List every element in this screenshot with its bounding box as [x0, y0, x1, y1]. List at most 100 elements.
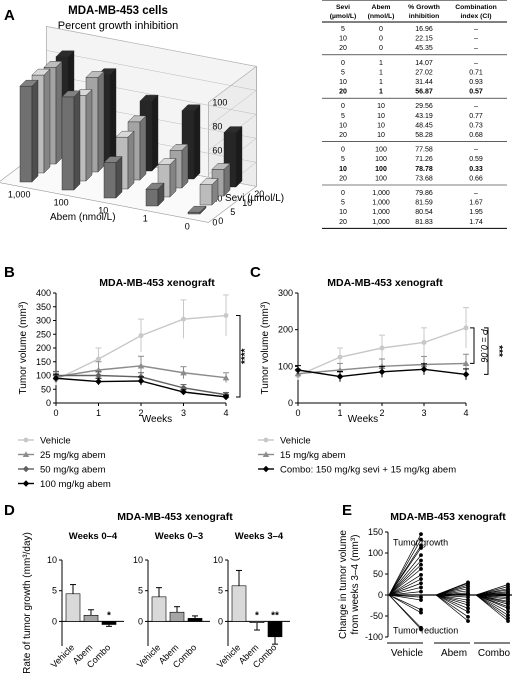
bar-side	[31, 79, 39, 183]
legend-label: Vehicle	[40, 436, 71, 447]
panel-c-title: MDA-MB-453 xenograft	[327, 277, 443, 289]
table-cell: –	[474, 103, 478, 110]
y-tick-label: 10	[133, 555, 143, 565]
y-tick-label: 100	[278, 361, 293, 371]
panel-d-title: MDA-MB-453 xenograft	[117, 511, 233, 523]
change-line	[388, 560, 422, 596]
bar-3d	[145, 182, 165, 207]
table-cell: –	[474, 26, 478, 33]
table-cell: 29.56	[415, 103, 433, 110]
bar-side	[169, 158, 177, 198]
change-line	[388, 591, 422, 596]
category-label: Abem	[441, 648, 467, 659]
abem-tick-label: 0	[185, 222, 190, 232]
change-line	[435, 594, 469, 622]
data-point	[419, 581, 423, 586]
bar-side	[151, 94, 159, 172]
table-cell: 10	[377, 103, 385, 110]
table-header: Sevi	[336, 4, 350, 11]
data-point	[419, 589, 423, 594]
series	[294, 363, 470, 382]
series	[53, 294, 229, 386]
point-marker	[180, 388, 187, 396]
bar-front	[187, 211, 201, 215]
sevi-tick-label: 0	[218, 216, 223, 226]
point-marker	[378, 368, 386, 376]
y-tick-label: 0	[218, 616, 223, 626]
point-marker	[52, 374, 60, 382]
data-point	[419, 553, 423, 557]
point-marker	[262, 451, 270, 458]
z-tick-label: 60	[212, 145, 222, 155]
y-tick-label: 5	[218, 586, 223, 596]
table-cell: 1,000	[372, 200, 390, 207]
table-cell: 10	[339, 122, 347, 129]
bar	[249, 621, 265, 623]
change-line	[435, 594, 469, 606]
panel-label-c: C	[250, 264, 261, 281]
bar	[151, 596, 167, 622]
change-line	[475, 594, 509, 613]
category-label: Combo	[478, 648, 511, 659]
table-cell: 0	[341, 103, 345, 110]
table-cell: 10	[339, 166, 347, 173]
legend-label: 25 mg/kg abem	[40, 450, 106, 461]
point-marker	[138, 333, 144, 339]
panel-b-title: MDA-MB-453 xenograft	[99, 277, 215, 289]
table-cell: 20	[339, 132, 347, 139]
table-cell: 100	[375, 175, 387, 182]
bar-front	[199, 184, 213, 206]
table-cell: 81.59	[415, 200, 433, 207]
point-marker	[294, 366, 302, 374]
bar-side	[127, 130, 135, 190]
table-cell: 0.73	[469, 122, 483, 129]
table-cell: 10	[377, 132, 385, 139]
bar-3d	[103, 156, 123, 199]
panel-e-title: MDA-MB-453 xenograft	[390, 511, 506, 523]
point-marker	[95, 372, 102, 379]
table-cell: –	[474, 60, 478, 67]
table-cell: 45.35	[415, 45, 433, 52]
point-marker	[23, 437, 29, 443]
abem-tick-label: 1,000	[8, 190, 31, 200]
change-line	[475, 594, 509, 619]
sevi-tick-label: 20	[254, 189, 264, 199]
table-header: inhibition	[409, 13, 440, 20]
y-tick-label: -50	[370, 611, 383, 621]
point-marker	[421, 340, 427, 345]
x-tick-label: 0	[295, 408, 300, 418]
table-cell: 0.33	[469, 166, 483, 173]
bar-side	[109, 68, 117, 164]
change-line	[388, 568, 422, 596]
bar-top	[31, 68, 51, 76]
panel-c-chart: 0 100 200 300 0 1 2 3 4 Tumor volume (mm³) P = 0.0…	[260, 288, 504, 418]
y-tick-label: 300	[36, 316, 51, 326]
point-marker	[262, 465, 270, 473]
y-axis-label: Tumor volume (mm³)	[260, 302, 271, 395]
data-point	[419, 598, 423, 602]
bar-front	[145, 188, 159, 207]
bar-side	[97, 70, 105, 173]
abem-tick-label: 100	[54, 198, 69, 208]
data-point	[506, 609, 510, 614]
table-cell: –	[474, 147, 478, 154]
legend-label: 50 mg/kg abem	[40, 465, 106, 476]
significance-bracket	[484, 327, 489, 375]
table-header: Combination	[455, 4, 497, 11]
bar-top	[157, 158, 177, 165]
data-point	[419, 627, 423, 632]
bar-3d	[187, 205, 207, 215]
bar-front	[19, 85, 33, 183]
table-cell: 20	[339, 219, 347, 226]
bar-top	[181, 104, 201, 111]
y-tick-label: 100	[368, 548, 383, 558]
subplot-title: Weeks 0–4	[69, 531, 118, 542]
y-tick-label: 0	[52, 616, 57, 626]
point-marker	[22, 480, 30, 487]
panel-a-subtitle: Percent growth inhibition	[58, 20, 178, 32]
bar	[169, 611, 185, 622]
panel-b-legend: Vehicle 25 mg/kg abem 50 mg/kg abem 100 mg/…	[18, 436, 111, 490]
point-marker	[95, 378, 102, 385]
bar-front	[61, 96, 75, 191]
bar-3d	[19, 79, 39, 183]
